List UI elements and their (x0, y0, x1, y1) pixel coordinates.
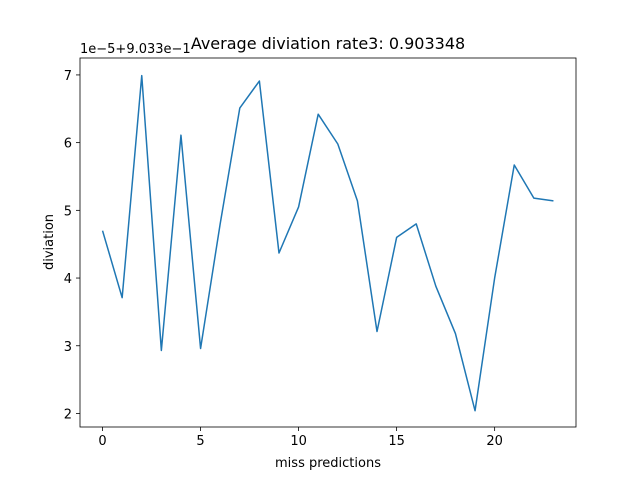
y-tick-label: 5 (64, 204, 72, 219)
y-tick-label: 4 (64, 272, 72, 287)
x-tick-label: 0 (98, 434, 106, 449)
plot-frame (79, 57, 577, 428)
chart-title: Average diviation rate3: 0.903348 (191, 34, 465, 53)
x-axis-label: miss predictions (275, 456, 381, 471)
y-tick-label: 2 (64, 407, 72, 422)
x-tick-label: 20 (486, 434, 503, 449)
y-offset-label: 1e−5+9.033e−1 (80, 42, 191, 57)
x-tick-label: 5 (196, 434, 204, 449)
y-axis-label: diviation (42, 214, 57, 270)
y-tick-label: 7 (64, 69, 72, 84)
y-tick-label: 3 (64, 340, 72, 355)
plot-area: 0 5 10 15 20 2 3 4 5 6 7 (64, 57, 577, 449)
series-line-0 (101, 74, 554, 412)
x-tick-label: 15 (388, 434, 405, 449)
x-tick-label: 10 (290, 434, 307, 449)
y-tick-label: 6 (64, 137, 72, 152)
